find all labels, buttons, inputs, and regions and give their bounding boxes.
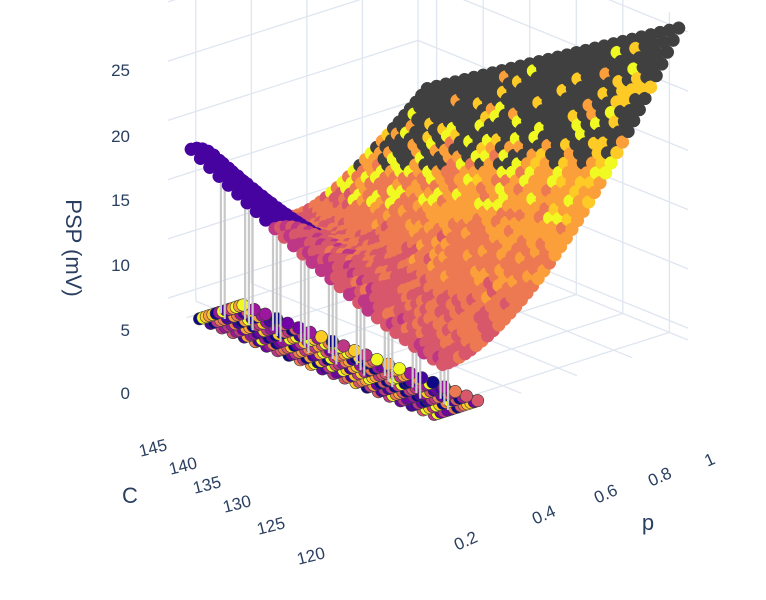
floor-point bbox=[336, 339, 350, 353]
floor-point bbox=[236, 298, 250, 312]
c-tick-label: 120 bbox=[295, 543, 327, 568]
floor-point bbox=[403, 366, 417, 380]
surface-point bbox=[621, 124, 635, 139]
floor-point bbox=[281, 316, 295, 330]
floor-point bbox=[448, 384, 462, 398]
c-tick-label: 125 bbox=[255, 513, 287, 538]
surface-point bbox=[638, 91, 652, 106]
floor-point bbox=[392, 362, 406, 376]
floor-point bbox=[471, 394, 485, 408]
p-tick-label: 0.2 bbox=[451, 527, 480, 554]
z-tick-label: 10 bbox=[111, 256, 130, 275]
p-axis-ticks: 0.2 0.4 0.6 0.8 1 bbox=[451, 449, 718, 554]
surface-point bbox=[643, 80, 658, 94]
z-tick-label: 25 bbox=[111, 61, 130, 80]
z-tick-label: 5 bbox=[121, 321, 130, 340]
floor-point bbox=[459, 389, 473, 403]
grid-line bbox=[167, 0, 362, 62]
surface-point bbox=[632, 103, 646, 117]
p-tick-label: 0.6 bbox=[591, 480, 620, 507]
surface-point bbox=[604, 156, 618, 170]
stems-layer bbox=[219, 166, 450, 410]
floor-point bbox=[426, 375, 440, 389]
z-tick-label: 0 bbox=[121, 384, 130, 403]
p-tick-label: 1 bbox=[702, 449, 718, 470]
c-axis-ticks: 145 140 135 130 125 120 bbox=[137, 435, 327, 568]
z-axis-title: PSP (mV) bbox=[61, 199, 86, 296]
grid-line bbox=[607, 0, 689, 33]
floor-point bbox=[348, 343, 362, 357]
floor-point bbox=[258, 307, 272, 321]
c-tick-label: 145 bbox=[137, 435, 169, 460]
z-axis-ticks: 25 20 15 10 5 0 bbox=[111, 61, 130, 403]
p-axis-title: p bbox=[642, 510, 654, 535]
surface-points-layer bbox=[184, 21, 686, 372]
floor-point bbox=[314, 330, 328, 344]
p-tick-label: 0.4 bbox=[529, 501, 558, 528]
surface-point bbox=[598, 166, 613, 180]
surface-point bbox=[627, 114, 641, 128]
surface-point bbox=[655, 57, 669, 71]
floor-point bbox=[370, 353, 384, 367]
p-tick-label: 0.8 bbox=[645, 463, 674, 490]
surface-point bbox=[610, 145, 624, 160]
z-tick-label: 20 bbox=[111, 127, 130, 146]
floor-point bbox=[292, 321, 306, 335]
surface-point bbox=[666, 33, 680, 47]
surface-point bbox=[649, 69, 663, 83]
grid-line bbox=[167, 39, 419, 122]
c-tick-label: 140 bbox=[167, 453, 199, 478]
c-tick-label: 135 bbox=[191, 472, 223, 497]
surface-point bbox=[660, 45, 675, 59]
grid-line bbox=[251, 282, 522, 394]
z-tick-label: 15 bbox=[111, 191, 130, 210]
surface-point bbox=[615, 135, 630, 149]
surface-point bbox=[672, 21, 686, 35]
c-tick-label: 130 bbox=[221, 491, 253, 516]
c-axis-title: C bbox=[122, 483, 138, 508]
grid-line bbox=[167, 0, 177, 3]
